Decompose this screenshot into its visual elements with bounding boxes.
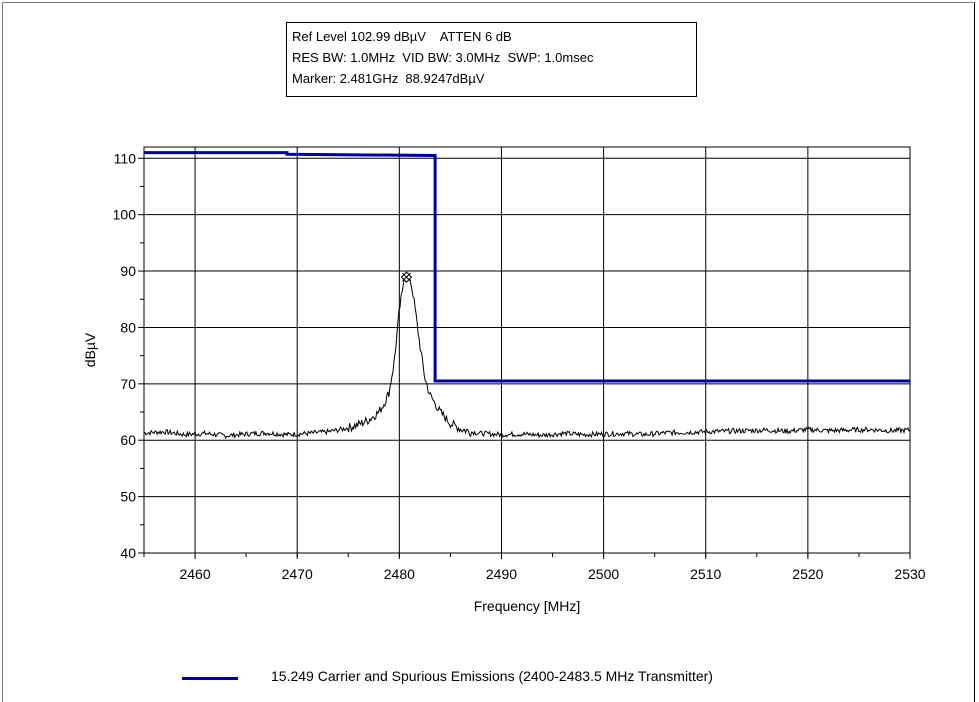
y-tick-label: 90 [120,263,136,279]
y-tick-label: 100 [113,207,137,223]
x-tick-label: 2460 [179,566,210,582]
x-axis-label: Frequency [MHz] [474,598,581,614]
x-tick-label: 2520 [792,566,823,582]
y-tick-label: 50 [120,489,136,505]
y-tick-label: 70 [120,376,136,392]
x-tick-label: 2480 [384,566,415,582]
spectrum-chart: 2460 2470 2480 2490 2500 2510 2520 2530 40 50 60 70… [82,146,926,614]
x-tick-label: 2490 [486,566,517,582]
marker-line: Marker: 2.481GHz 88.9247dBµV [292,71,485,86]
legend-label: 15.249 Carrier and Spurious Emissions (2… [271,668,713,684]
y-tick-label: 110 [114,150,137,166]
x-tick-label: 2500 [588,566,619,582]
measured-trace [143,275,911,440]
y-tick-label: 60 [120,432,136,448]
y-tick-label: 80 [120,319,136,335]
y-axis-label: dBµV [82,332,98,367]
grid-layer [144,147,911,554]
chart-legend: 15.249 Carrier and Spurious Emissions (2… [0,664,979,694]
series-layer [143,151,911,440]
plot-area-border [143,146,911,554]
tick-label-layer: 2460 2470 2480 2490 2500 2510 2520 2530 40 50 60 70… [113,150,926,582]
y-tick-label: 40 [120,545,136,561]
analyzer-settings-box: Ref Level 102.99 dBµV ATTEN 6 dB RES BW:… [286,22,697,97]
x-tick-label: 2530 [894,566,925,582]
x-tick-label: 2470 [282,566,313,582]
tick-layer [138,157,911,559]
legend-swatch-limit [182,677,238,680]
ref-level-line: Ref Level 102.99 dBµV ATTEN 6 dB [292,29,512,44]
limit-line [144,151,910,383]
bandwidth-line: RES BW: 1.0MHz VID BW: 3.0MHz SWP: 1.0ms… [292,50,594,65]
x-tick-label: 2510 [690,566,721,582]
peak-marker-cross [402,272,411,282]
